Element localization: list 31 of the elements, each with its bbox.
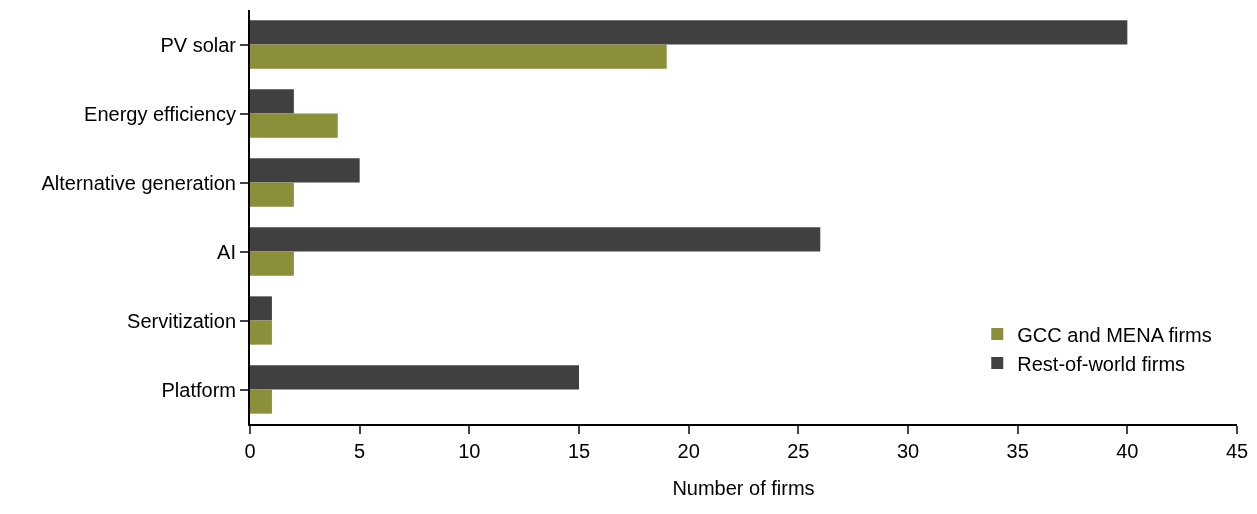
bar: [250, 158, 360, 183]
bar: [250, 89, 294, 114]
y-tick-label: Energy efficiency: [84, 102, 236, 125]
bar: [250, 44, 667, 69]
legend-label: Rest-of-world firms: [1017, 352, 1186, 375]
bar: [250, 113, 338, 138]
x-tick-label: 35: [1006, 440, 1029, 462]
x-tick-label: 5: [354, 440, 366, 462]
bar: [250, 320, 272, 345]
x-tick-label: 20: [677, 440, 700, 462]
bar: [250, 182, 294, 207]
x-tick-label: 15: [567, 440, 591, 462]
x-tick-label: 45: [1225, 440, 1249, 462]
y-tick-label: PV solar: [160, 33, 237, 56]
bar: [250, 389, 272, 414]
x-tick-label: 10: [458, 440, 481, 462]
x-axis-title: Number of firms: [672, 477, 815, 499]
y-tick-label: Servitization: [127, 309, 236, 332]
legend-label: GCC and MENA firms: [1017, 323, 1212, 346]
bar: [250, 20, 1128, 45]
y-tick-label: AI: [217, 240, 236, 263]
bar: [250, 227, 821, 252]
bar: [250, 365, 579, 390]
bar: [250, 296, 272, 321]
x-tick-label: 25: [787, 440, 810, 462]
bar: [250, 251, 294, 276]
y-tick-label: Platform: [161, 378, 236, 401]
x-tick-label: 0: [244, 440, 256, 462]
y-tick-label: Alternative generation: [41, 171, 236, 194]
x-tick-label: 40: [1116, 440, 1139, 462]
x-tick-label: 30: [896, 440, 920, 462]
